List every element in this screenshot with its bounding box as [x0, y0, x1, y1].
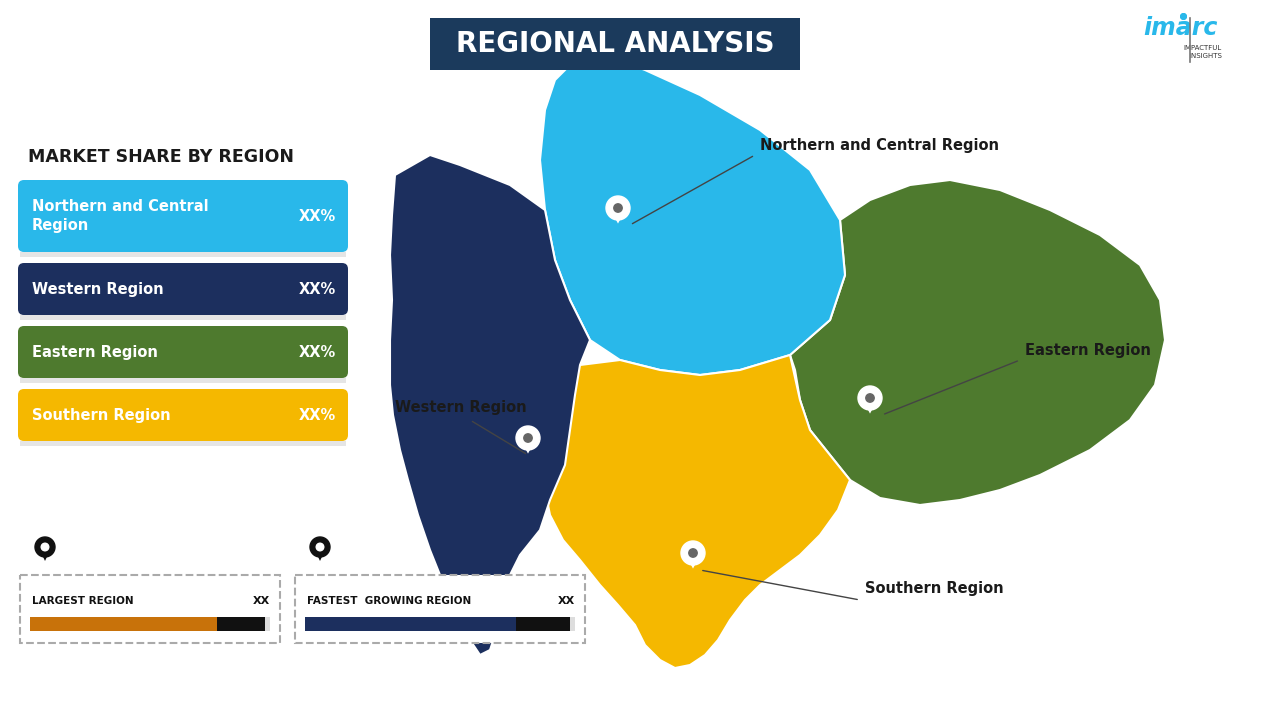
Polygon shape [540, 55, 845, 375]
FancyBboxPatch shape [305, 617, 575, 631]
Polygon shape [540, 355, 850, 668]
FancyBboxPatch shape [218, 617, 265, 631]
Text: XX%: XX% [298, 344, 335, 359]
Polygon shape [520, 438, 536, 454]
Text: Western Region: Western Region [32, 282, 164, 297]
Polygon shape [790, 180, 1165, 505]
Polygon shape [685, 553, 701, 569]
Text: LARGEST REGION: LARGEST REGION [32, 596, 133, 606]
Circle shape [689, 549, 698, 557]
FancyBboxPatch shape [294, 575, 585, 643]
Polygon shape [861, 398, 878, 413]
FancyBboxPatch shape [29, 617, 270, 631]
Circle shape [865, 394, 874, 402]
FancyBboxPatch shape [20, 252, 346, 257]
Text: XX%: XX% [298, 408, 335, 423]
Text: XX: XX [252, 596, 270, 606]
FancyBboxPatch shape [18, 326, 348, 378]
Text: Eastern Region: Eastern Region [32, 344, 157, 359]
FancyBboxPatch shape [20, 315, 346, 320]
Circle shape [524, 433, 532, 442]
Text: XX%: XX% [298, 209, 335, 223]
Polygon shape [314, 547, 326, 561]
Circle shape [516, 426, 540, 450]
Text: Southern Region: Southern Region [32, 408, 170, 423]
Text: Northern and Central Region: Northern and Central Region [760, 138, 998, 153]
Text: XX%: XX% [298, 282, 335, 297]
Circle shape [35, 537, 55, 557]
FancyBboxPatch shape [18, 263, 348, 315]
FancyBboxPatch shape [430, 18, 800, 70]
Text: Southern Region: Southern Region [865, 581, 1004, 596]
Text: XX: XX [558, 596, 575, 606]
Text: IMPACTFUL
INSIGHTS: IMPACTFUL INSIGHTS [1184, 45, 1222, 58]
Polygon shape [38, 547, 51, 561]
Polygon shape [609, 208, 626, 224]
FancyBboxPatch shape [20, 575, 280, 643]
FancyBboxPatch shape [29, 617, 218, 631]
FancyBboxPatch shape [18, 180, 348, 252]
Text: Northern and Central
Region: Northern and Central Region [32, 199, 209, 233]
Text: REGIONAL ANALYSIS: REGIONAL ANALYSIS [456, 30, 774, 58]
Polygon shape [390, 155, 590, 655]
Circle shape [316, 543, 324, 551]
FancyBboxPatch shape [305, 617, 516, 631]
Circle shape [681, 541, 705, 565]
Text: FASTEST  GROWING REGION: FASTEST GROWING REGION [307, 596, 471, 606]
FancyBboxPatch shape [20, 378, 346, 383]
Circle shape [614, 204, 622, 212]
Text: Western Region: Western Region [396, 400, 526, 415]
Circle shape [310, 537, 330, 557]
Circle shape [41, 543, 49, 551]
Circle shape [605, 196, 630, 220]
FancyBboxPatch shape [20, 441, 346, 446]
Text: MARKET SHARE BY REGION: MARKET SHARE BY REGION [28, 148, 294, 166]
Text: Eastern Region: Eastern Region [1025, 343, 1151, 358]
FancyBboxPatch shape [18, 389, 348, 441]
FancyBboxPatch shape [516, 617, 570, 631]
Circle shape [858, 386, 882, 410]
Text: imarc: imarc [1143, 16, 1219, 40]
